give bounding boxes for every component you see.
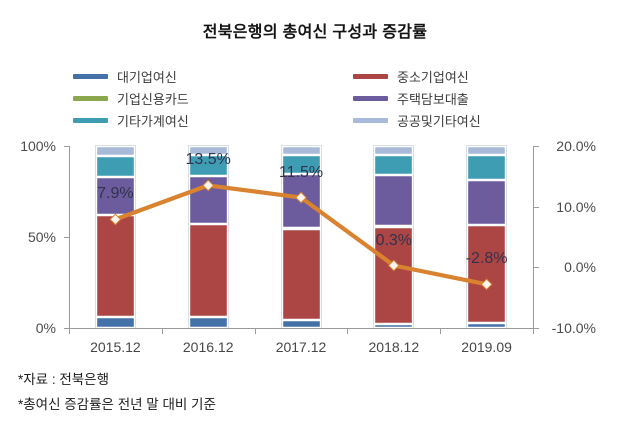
y-axis-left-tick [64, 146, 69, 147]
bar-segment-large-corp-loans [374, 324, 414, 328]
bar-segment-other-household-loans [281, 154, 321, 174]
legend-label-public-other-loans: 공공및기타여신 [397, 113, 481, 129]
bar-segment-large-corp-loans [467, 322, 507, 328]
x-axis-tick [440, 328, 442, 334]
bar-segment-other-household-loans [374, 154, 414, 175]
x-axis-line [69, 328, 534, 329]
x-axis-label-2016.12: 2016.12 [182, 339, 234, 355]
legend-swatch-public-other-loans [353, 117, 388, 123]
legend-item-large-corp-loans[interactable]: 대기업여신 [73, 65, 189, 87]
legend-swatch-mortgage-loans [353, 95, 388, 101]
footnotes: *자료 : 전북은행 *총여신 증감률은 전년 말 대비 기준 [18, 372, 216, 422]
y-axis-left-label: 100% [20, 138, 56, 154]
y-axis-left-tick [64, 328, 69, 329]
y-axis-left-label: 0% [35, 320, 56, 336]
x-axis-tick [533, 328, 534, 334]
bar-segment-mortgage-loans [374, 174, 414, 227]
bar-segment-sme-loans [95, 215, 135, 318]
y-axis-right-tick [534, 206, 539, 208]
line-data-label: 13.5% [185, 151, 231, 169]
legend-label-corp-credit-card: 기업신용카드 [117, 91, 189, 107]
chart-title: 전북은행의 총여신 구성과 증감률 [202, 24, 428, 41]
bar-segment-large-corp-loans [281, 319, 321, 328]
bar-segment-public-other-loans [467, 146, 507, 155]
bar-segment-large-corp-loans [95, 317, 135, 328]
stacked-bar-2015.12 [95, 146, 135, 328]
bar-segment-public-other-loans [281, 146, 321, 155]
stacked-bar-2016.12 [188, 146, 228, 328]
bar-segment-sme-loans [467, 225, 507, 323]
stacked-bar-2019.09 [467, 146, 507, 328]
legend-item-sme-loans[interactable]: 중소기업여신 [353, 65, 481, 87]
bar-segment-other-household-loans [188, 154, 228, 176]
y-axis-right-tick [534, 267, 539, 269]
bar-segment-other-household-loans [95, 155, 135, 178]
y-axis-left-tick [64, 237, 69, 238]
y-axis-left-line [69, 146, 70, 329]
x-axis-label-2019.09: 2019.09 [461, 339, 512, 355]
x-axis-tick [347, 328, 349, 334]
legend-swatch-sme-loans [353, 73, 388, 79]
footnote-note: *총여신 증감률은 전년 말 대비 기준 [18, 397, 216, 412]
x-axis-label-2018.12: 2018.12 [368, 339, 420, 355]
bar-segment-mortgage-loans [188, 175, 228, 224]
y-axis-left-label: 50% [27, 229, 56, 245]
legend-label-large-corp-loans: 대기업여신 [117, 69, 177, 85]
legend-label-mortgage-loans: 주택담보대출 [397, 91, 469, 107]
legend-item-other-household-loans[interactable]: 기타가계여신 [73, 109, 189, 131]
bar-segment-public-other-loans [95, 146, 135, 156]
legend-item-public-other-loans[interactable]: 공공및기타여신 [353, 109, 481, 131]
bar-segment-other-household-loans [467, 154, 507, 181]
legend-label-sme-loans: 중소기업여신 [397, 69, 469, 85]
bar-segment-sme-loans [281, 228, 321, 320]
legend-swatch-large-corp-loans [73, 73, 108, 79]
line-data-label: 7.9% [97, 185, 134, 203]
legend-label-other-household-loans: 기타가계여신 [117, 113, 189, 129]
bar-segment-mortgage-loans [467, 180, 507, 225]
legend-item-corp-credit-card[interactable]: 기업신용카드 [73, 87, 189, 109]
x-axis-tick [254, 328, 256, 334]
x-axis-label-2015.12: 2015.12 [90, 339, 141, 355]
y-axis-right-label: 20.0% [556, 138, 596, 154]
legend-swatch-corp-credit-card [73, 95, 108, 101]
line-data-label: 11.5% [278, 163, 324, 181]
x-axis-tick [161, 328, 163, 334]
line-data-label: -2.8% [465, 250, 508, 268]
y-axis-right-label: 10.0% [556, 198, 596, 215]
y-axis-right-label: 0.0% [564, 259, 596, 276]
y-axis-right-tick [534, 328, 539, 329]
y-axis-right-line [533, 146, 534, 329]
bar-segment-public-other-loans [374, 146, 414, 155]
bar-segment-sme-loans [188, 224, 228, 318]
bar-segment-mortgage-loans [281, 173, 321, 229]
legend-swatch-other-household-loans [73, 117, 108, 123]
footnote-source: *자료 : 전북은행 [18, 372, 110, 387]
x-axis-label-2017.12: 2017.12 [275, 339, 327, 355]
y-axis-right-label: -10.0% [551, 320, 596, 336]
line-data-label: 0.3% [375, 231, 413, 249]
bar-segment-large-corp-loans [188, 317, 228, 328]
bar-segment-public-other-loans [188, 146, 228, 155]
y-axis-right-tick [534, 146, 539, 147]
x-axis-tick [69, 328, 70, 334]
legend-item-mortgage-loans[interactable]: 주택담보대출 [353, 87, 481, 109]
